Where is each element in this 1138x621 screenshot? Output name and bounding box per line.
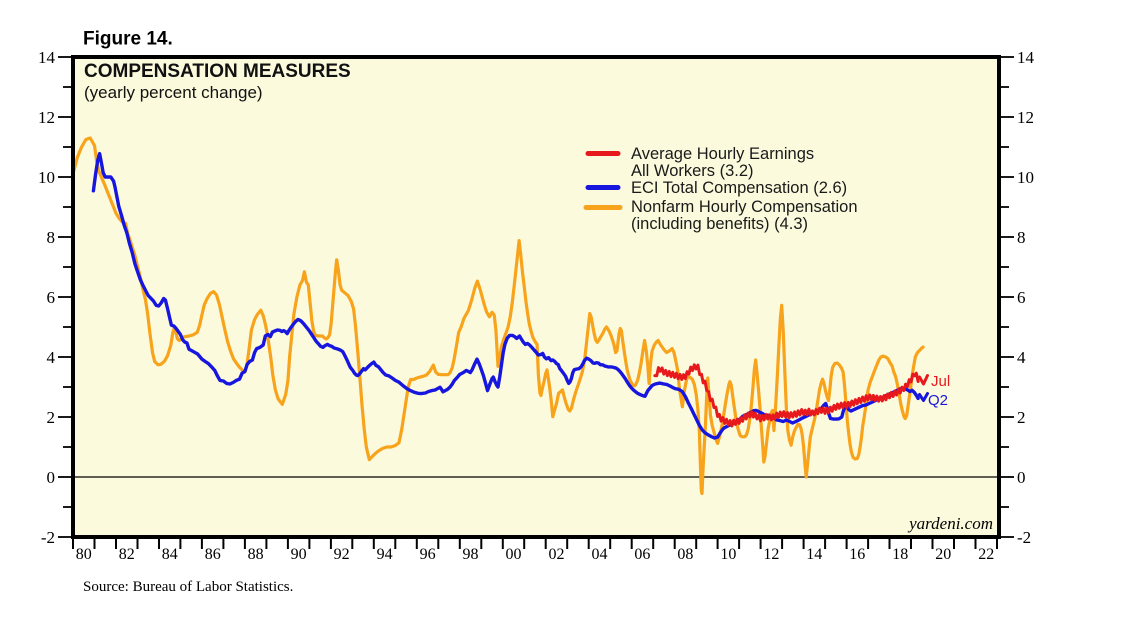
svg-text:80: 80: [76, 546, 92, 563]
svg-text:6: 6: [1017, 288, 1026, 307]
svg-text:Jul: Jul: [931, 373, 950, 390]
svg-text:-2: -2: [41, 528, 55, 547]
svg-text:04: 04: [592, 546, 608, 563]
svg-text:84: 84: [162, 546, 178, 563]
svg-text:00: 00: [506, 546, 522, 563]
svg-text:90: 90: [291, 546, 307, 563]
svg-text:02: 02: [549, 546, 565, 563]
svg-text:12: 12: [763, 546, 779, 563]
svg-text:All Workers (3.2): All Workers (3.2): [631, 162, 754, 180]
svg-text:94: 94: [377, 546, 393, 563]
svg-text:Average Hourly Earnings: Average Hourly Earnings: [631, 145, 814, 163]
svg-text:6: 6: [47, 288, 56, 307]
svg-text:22: 22: [978, 546, 994, 563]
svg-text:-2: -2: [1017, 528, 1031, 547]
svg-text:10: 10: [720, 546, 736, 563]
svg-text:ECI Total Compensation (2.6): ECI Total Compensation (2.6): [631, 179, 847, 197]
svg-text:(yearly percent change): (yearly percent change): [84, 83, 263, 102]
svg-text:08: 08: [677, 546, 693, 563]
svg-text:Figure 14.: Figure 14.: [83, 29, 173, 50]
svg-text:14: 14: [1017, 48, 1035, 67]
svg-text:12: 12: [38, 108, 55, 127]
svg-text:12: 12: [1017, 108, 1034, 127]
svg-text:Q2: Q2: [928, 392, 948, 409]
svg-text:88: 88: [248, 546, 264, 563]
svg-text:4: 4: [47, 348, 56, 367]
svg-text:8: 8: [47, 228, 56, 247]
svg-text:16: 16: [849, 546, 865, 563]
svg-text:Source: Bureau of Labor Statis: Source: Bureau of Labor Statistics.: [83, 579, 293, 595]
svg-text:96: 96: [420, 546, 436, 563]
svg-text:COMPENSATION MEASURES: COMPENSATION MEASURES: [84, 61, 351, 82]
svg-text:0: 0: [1017, 468, 1026, 487]
svg-text:06: 06: [634, 546, 650, 563]
svg-text:10: 10: [38, 168, 55, 187]
svg-text:92: 92: [334, 546, 350, 563]
svg-text:4: 4: [1017, 348, 1026, 367]
svg-text:14: 14: [38, 48, 56, 67]
svg-text:Nonfarm Hourly Compensation: Nonfarm Hourly Compensation: [631, 198, 858, 216]
svg-text:2: 2: [1017, 408, 1026, 427]
svg-text:86: 86: [205, 546, 221, 563]
svg-text:0: 0: [47, 468, 56, 487]
svg-text:yardeni.com: yardeni.com: [907, 514, 993, 533]
svg-text:2: 2: [47, 408, 56, 427]
svg-text:18: 18: [892, 546, 908, 563]
svg-text:8: 8: [1017, 228, 1026, 247]
svg-text:82: 82: [119, 546, 135, 563]
svg-text:14: 14: [806, 546, 822, 563]
svg-text:98: 98: [463, 546, 479, 563]
svg-text:10: 10: [1017, 168, 1034, 187]
svg-text:(including benefits) (4.3): (including benefits) (4.3): [631, 215, 808, 233]
svg-text:20: 20: [935, 546, 951, 563]
